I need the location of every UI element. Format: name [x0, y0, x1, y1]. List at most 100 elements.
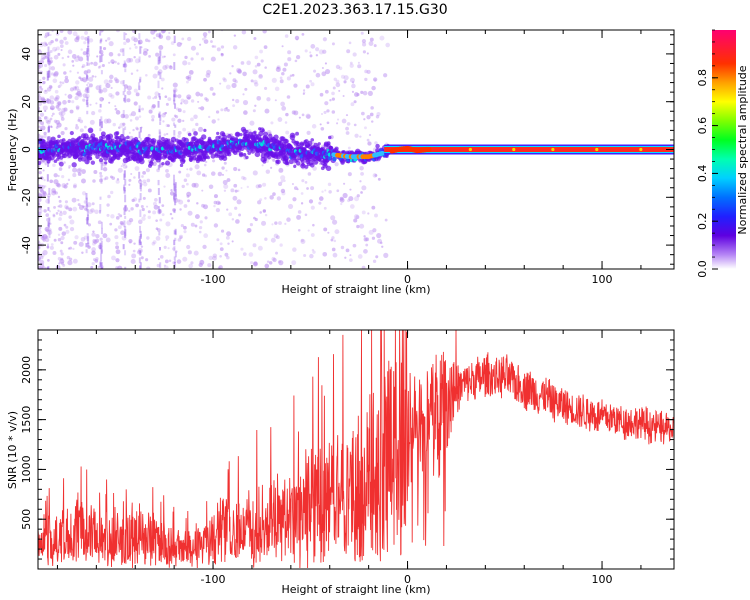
band-cell: [165, 160, 171, 166]
band-cell: [57, 134, 61, 139]
noise-streak: [86, 204, 89, 212]
noise-streak: [138, 33, 141, 39]
noise-speck: [128, 131, 131, 134]
noise-speck: [185, 173, 190, 178]
noise-streak: [123, 211, 126, 216]
noise-speck: [199, 259, 205, 265]
noise-speck: [49, 222, 52, 226]
noise-speck: [44, 226, 50, 232]
noise-speck: [132, 249, 136, 253]
noise-speck: [184, 55, 188, 60]
band-cell: [286, 161, 290, 166]
noise-streak: [138, 238, 141, 245]
noise-speck: [38, 229, 42, 235]
noise-speck: [79, 128, 84, 133]
noise-speck: [63, 36, 67, 41]
noise-speck: [117, 265, 123, 269]
noise-speck: [377, 238, 383, 244]
noise-speck: [77, 203, 81, 207]
y-tick-label: -40: [20, 236, 33, 254]
noise-speck: [343, 80, 347, 84]
noise-speck: [102, 87, 108, 93]
noise-streak: [173, 193, 176, 201]
noise-speck: [129, 113, 133, 117]
noise-speck: [164, 259, 169, 264]
noise-speck: [50, 243, 54, 246]
noise-speck: [95, 233, 100, 239]
noise-speck: [38, 197, 42, 203]
noise-speck: [204, 174, 208, 178]
noise-speck: [190, 261, 194, 265]
noise-streak: [159, 121, 162, 125]
noise-speck: [49, 179, 54, 184]
noise-speck: [183, 204, 188, 208]
noise-speck: [49, 57, 53, 60]
noise-speck: [353, 218, 358, 223]
noise-speck: [204, 216, 208, 220]
noise-speck: [237, 168, 241, 172]
noise-streak: [157, 60, 160, 65]
noise-speck: [349, 61, 353, 65]
noise-speck: [209, 86, 214, 91]
noise-speck: [234, 189, 238, 193]
noise-speck: [76, 168, 82, 174]
noise-speck: [301, 32, 305, 36]
noise-speck: [319, 92, 324, 97]
noise-streak: [47, 265, 50, 269]
noise-speck: [44, 35, 48, 39]
noise-speck: [165, 35, 171, 41]
noise-streak: [138, 198, 141, 203]
noise-speck: [86, 69, 91, 74]
noise-speck: [133, 176, 136, 179]
noise-speck: [50, 125, 53, 129]
noise-speck: [335, 79, 340, 84]
noise-speck: [57, 238, 62, 242]
noise-speck: [83, 235, 88, 240]
noise-streak: [124, 250, 127, 256]
noise-streak: [138, 257, 141, 264]
noise-speck: [42, 169, 45, 172]
snr-ylabel: SNR (10 * v/v): [6, 411, 19, 489]
band-cell: [126, 135, 130, 140]
noise-speck: [40, 266, 44, 269]
noise-speck: [362, 42, 367, 47]
noise-speck: [371, 120, 374, 123]
noise-speck: [125, 33, 128, 36]
noise-speck: [40, 87, 44, 91]
noise-speck: [44, 185, 47, 188]
band-cell: [334, 146, 339, 151]
noise-speck: [78, 205, 84, 211]
noise-speck: [38, 241, 41, 246]
noise-speck: [42, 80, 46, 84]
band-cell: [98, 157, 104, 163]
noise-speck: [208, 115, 211, 119]
noise-speck: [369, 37, 374, 42]
noise-streak: [46, 51, 49, 56]
noise-speck: [264, 108, 270, 114]
noise-streak: [100, 116, 103, 124]
noise-speck: [332, 219, 338, 225]
noise-speck: [339, 196, 344, 201]
noise-speck: [48, 84, 53, 89]
noise-speck: [200, 57, 205, 61]
noise-speck: [168, 259, 172, 262]
noise-speck: [45, 235, 49, 239]
noise-speck: [49, 59, 54, 64]
noise-streak: [158, 129, 161, 135]
noise-streak: [48, 51, 51, 57]
noise-speck: [172, 82, 178, 88]
noise-speck: [162, 120, 165, 123]
noise-speck: [195, 122, 199, 127]
noise-speck: [223, 107, 228, 112]
noise-speck: [367, 212, 370, 215]
noise-speck: [156, 209, 162, 215]
noise-speck: [328, 190, 332, 194]
noise-speck: [215, 110, 220, 114]
noise-speck: [137, 250, 142, 255]
noise-speck: [246, 227, 252, 233]
noise-streak: [47, 75, 50, 81]
noise-speck: [84, 93, 90, 99]
noise-speck: [345, 126, 349, 131]
noise-speck: [220, 229, 225, 233]
noise-speck: [75, 105, 80, 110]
